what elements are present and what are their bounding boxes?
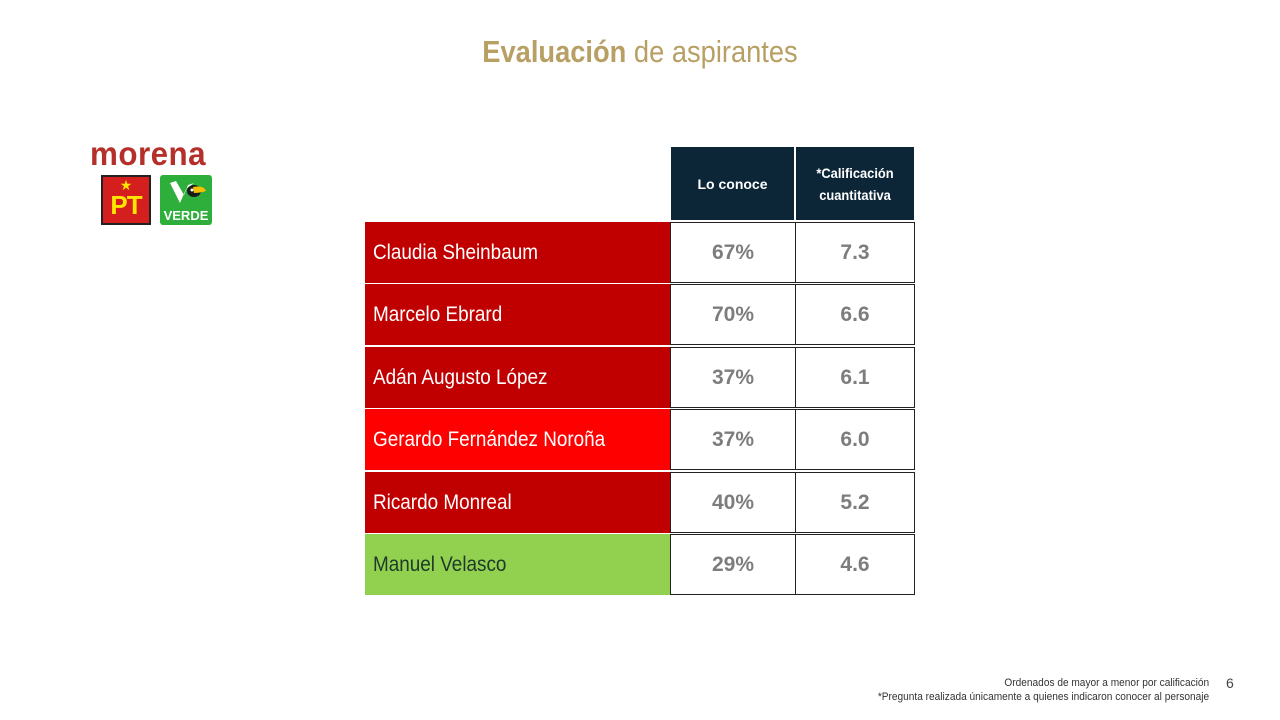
party-logos: morena ★ PT VERDE (90, 137, 230, 232)
calificacion-value: 7.3 (795, 222, 915, 283)
table-row: Gerardo Fernández Noroña 37% 6.0 (365, 409, 915, 470)
table-row: Adán Augusto López 37% 6.1 (365, 347, 915, 408)
table-row: Marcelo Ebrard 70% 6.6 (365, 284, 915, 345)
calificacion-value: 6.6 (795, 284, 915, 345)
candidate-name-cell: Marcelo Ebrard (365, 284, 670, 345)
table-row: Manuel Velasco 29% 4.6 (365, 534, 915, 595)
lo-conoce-value: 67% (670, 222, 796, 283)
header-calificacion-label: *Calificación cuantitativa (816, 164, 894, 203)
candidate-name-cell: Adán Augusto López (365, 347, 670, 408)
calificacion-value: 6.0 (795, 409, 915, 470)
table-row: Ricardo Monreal 40% 5.2 (365, 472, 915, 533)
candidate-name: Adán Augusto López (373, 365, 548, 389)
candidate-name-cell: Gerardo Fernández Noroña (365, 409, 670, 470)
candidate-name: Marcelo Ebrard (373, 302, 503, 326)
page-number: 6 (1226, 675, 1234, 691)
footer-notes: Ordenados de mayor a menor por calificac… (849, 676, 1209, 704)
lo-conoce-value: 29% (670, 534, 796, 595)
header-calificacion: *Calificación cuantitativa (796, 147, 914, 220)
table-row: Claudia Sheinbaum 67% 7.3 (365, 222, 915, 283)
lo-conoce-value: 37% (670, 347, 796, 408)
verde-logo-text: VERDE (163, 208, 209, 223)
calificacion-value: 5.2 (795, 472, 915, 533)
lo-conoce-value: 37% (670, 409, 796, 470)
morena-logo: morena (90, 135, 207, 172)
header-lo-conoce: Lo conoce (671, 147, 794, 220)
calificacion-value: 4.6 (795, 534, 915, 595)
lo-conoce-value: 40% (670, 472, 796, 533)
footer-note-2: *Pregunta realizada únicamente a quienes… (877, 691, 1209, 703)
candidate-name-cell: Claudia Sheinbaum (365, 222, 670, 283)
header-lo-conoce-label: Lo conoce (697, 175, 768, 192)
toucan-icon (170, 181, 206, 203)
verde-logo: VERDE (160, 175, 212, 225)
title-rest: de aspirantes (626, 34, 798, 69)
candidate-name: Claudia Sheinbaum (373, 240, 538, 264)
star-icon: ★ (119, 177, 133, 193)
page-title: Evaluación de aspirantes (77, 34, 1203, 70)
title-bold: Evaluación (482, 34, 627, 69)
candidate-name-cell: Ricardo Monreal (365, 472, 670, 533)
pt-logo: ★ PT (101, 175, 151, 225)
candidate-name: Manuel Velasco (373, 552, 507, 576)
footer-note-1: Ordenados de mayor a menor por calificac… (1004, 677, 1209, 689)
lo-conoce-value: 70% (670, 284, 796, 345)
candidate-name: Ricardo Monreal (373, 490, 512, 514)
calificacion-value: 6.1 (795, 347, 915, 408)
candidate-name: Gerardo Fernández Noroña (373, 427, 606, 451)
candidate-name-cell: Manuel Velasco (365, 534, 670, 595)
pt-logo-text: PT (110, 190, 142, 220)
